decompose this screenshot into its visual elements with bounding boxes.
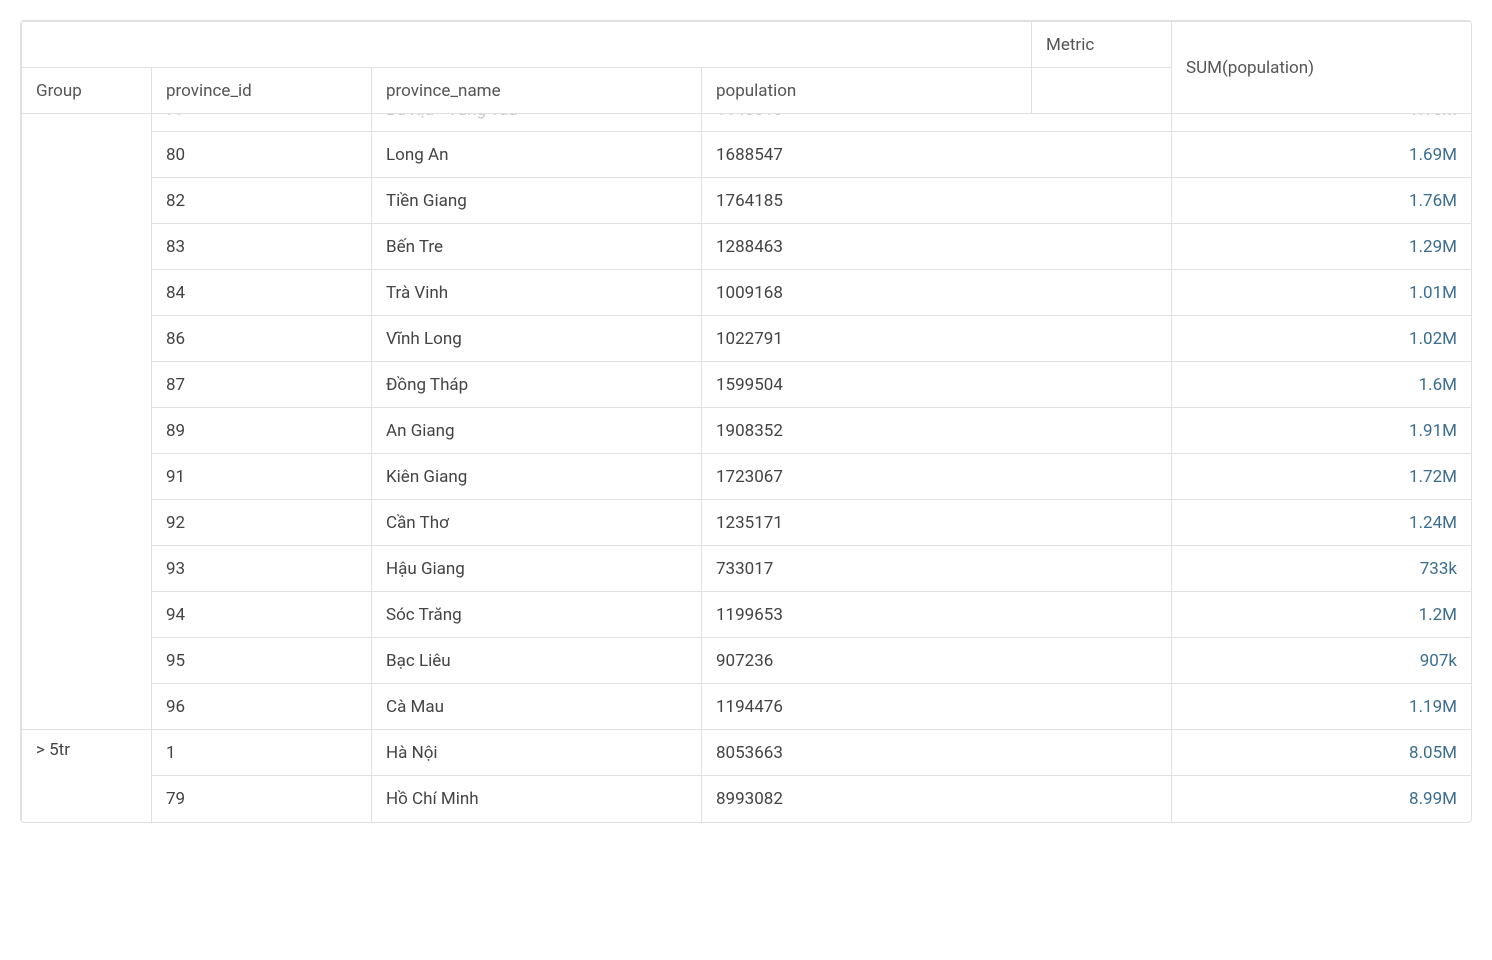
table-row: 89An Giang19083521.91M	[22, 408, 1472, 454]
cell-province-name: Cà Mau	[372, 684, 702, 730]
cell-province-name: Kiên Giang	[372, 454, 702, 500]
header-sum-population[interactable]: SUM(population)	[1172, 22, 1472, 114]
table-row: 82Tiền Giang17641851.76M	[22, 178, 1472, 224]
cell-province-name: Sóc Trăng	[372, 592, 702, 638]
cell-province-name: Đồng Tháp	[372, 362, 702, 408]
cell-population: 1194476	[702, 684, 1172, 730]
cell-sum-population: 1.01M	[1172, 270, 1472, 316]
cell-sum-population: 1.15M	[1172, 114, 1472, 132]
cell-province-id: 96	[152, 684, 372, 730]
cell-province-name: Bạc Liêu	[372, 638, 702, 684]
cell-province-id: 94	[152, 592, 372, 638]
cell-sum-population: 8.99M	[1172, 776, 1472, 822]
cell-province-id: 1	[152, 730, 372, 776]
table-row: 96Cà Mau11944761.19M	[22, 684, 1472, 730]
cell-sum-population: 8.05M	[1172, 730, 1472, 776]
table-row: 91Kiên Giang17230671.72M	[22, 454, 1472, 500]
table-row: > 5tr1Hà Nội80536638.05M	[22, 730, 1472, 776]
cell-population: 1599504	[702, 362, 1172, 408]
cell-province-name: Long An	[372, 132, 702, 178]
cell-population: 1235171	[702, 500, 1172, 546]
header-population[interactable]: population	[702, 68, 1032, 114]
cell-province-name: Cần Thơ	[372, 500, 702, 546]
table-row: 95Bạc Liêu907236907k	[22, 638, 1472, 684]
cell-population: 1199653	[702, 592, 1172, 638]
cell-population: 1009168	[702, 270, 1172, 316]
cell-population: 907236	[702, 638, 1172, 684]
table-row: 87Đồng Tháp15995041.6M	[22, 362, 1472, 408]
cell-sum-population: 1.69M	[1172, 132, 1472, 178]
cell-province-name: An Giang	[372, 408, 702, 454]
table-row: 80Long An16885471.69M	[22, 132, 1472, 178]
cell-sum-population: 733k	[1172, 546, 1472, 592]
cell-sum-population: 1.72M	[1172, 454, 1472, 500]
table-row: 93Hậu Giang733017733k	[22, 546, 1472, 592]
table-row: 92Cần Thơ12351711.24M	[22, 500, 1472, 546]
cell-province-name: Tiền Giang	[372, 178, 702, 224]
cell-province-name: Vĩnh Long	[372, 316, 702, 362]
table-row: 86Vĩnh Long10227911.02M	[22, 316, 1472, 362]
cell-population: 1688547	[702, 132, 1172, 178]
cell-population: 1764185	[702, 178, 1172, 224]
cell-province-name: Trà Vinh	[372, 270, 702, 316]
cell-sum-population: 1.02M	[1172, 316, 1472, 362]
cell-sum-population: 1.24M	[1172, 500, 1472, 546]
header-blank-span	[22, 22, 1032, 68]
table-row: 79Hồ Chí Minh89930828.99M	[22, 776, 1472, 822]
table-row: 77Bà Rịa - Vũng Tàu11483131.15M	[22, 114, 1472, 132]
header-group[interactable]: Group	[22, 68, 152, 114]
pivot-table: Metric SUM(population) Group province_id…	[21, 21, 1472, 822]
pivot-table-container: Metric SUM(population) Group province_id…	[20, 20, 1472, 823]
cell-sum-population: 1.19M	[1172, 684, 1472, 730]
cell-population: 733017	[702, 546, 1172, 592]
cell-sum-population: 1.76M	[1172, 178, 1472, 224]
table-row: 83Bến Tre12884631.29M	[22, 224, 1472, 270]
header-metric-empty	[1032, 68, 1172, 114]
cell-province-id: 91	[152, 454, 372, 500]
cell-sum-population: 1.29M	[1172, 224, 1472, 270]
cell-province-id: 95	[152, 638, 372, 684]
cell-population: 1908352	[702, 408, 1172, 454]
cell-province-name: Hà Nội	[372, 730, 702, 776]
cell-population: 8053663	[702, 730, 1172, 776]
header-province-name[interactable]: province_name	[372, 68, 702, 114]
cell-population: 1723067	[702, 454, 1172, 500]
cell-population: 1288463	[702, 224, 1172, 270]
cell-province-id: 86	[152, 316, 372, 362]
cell-province-id: 80	[152, 132, 372, 178]
cell-sum-population: 1.91M	[1172, 408, 1472, 454]
header-province-id[interactable]: province_id	[152, 68, 372, 114]
cell-province-name: Hồ Chí Minh	[372, 776, 702, 822]
cell-province-id: 82	[152, 178, 372, 224]
cell-province-name: Bến Tre	[372, 224, 702, 270]
table-row: 84Trà Vinh10091681.01M	[22, 270, 1472, 316]
cell-province-id: 84	[152, 270, 372, 316]
cell-province-id: 83	[152, 224, 372, 270]
cell-sum-population: 1.6M	[1172, 362, 1472, 408]
cell-population: 1022791	[702, 316, 1172, 362]
table-body: 77Bà Rịa - Vũng Tàu11483131.15M80Long An…	[22, 114, 1472, 822]
cell-province-id: 92	[152, 500, 372, 546]
table-header: Metric SUM(population) Group province_id…	[22, 22, 1472, 114]
cell-province-name: Hậu Giang	[372, 546, 702, 592]
cell-province-id: 79	[152, 776, 372, 822]
cell-province-id: 77	[152, 114, 372, 132]
cell-province-id: 93	[152, 546, 372, 592]
cell-population: 1148313	[702, 114, 1172, 132]
cell-province-name: Bà Rịa - Vũng Tàu	[372, 114, 702, 132]
header-metric[interactable]: Metric	[1032, 22, 1172, 68]
cell-province-id: 89	[152, 408, 372, 454]
cell-province-id: 87	[152, 362, 372, 408]
group-label-cell	[22, 114, 152, 730]
cell-population: 8993082	[702, 776, 1172, 822]
cell-sum-population: 1.2M	[1172, 592, 1472, 638]
cell-sum-population: 907k	[1172, 638, 1472, 684]
group-label-cell: > 5tr	[22, 730, 152, 822]
table-row: 94Sóc Trăng11996531.2M	[22, 592, 1472, 638]
